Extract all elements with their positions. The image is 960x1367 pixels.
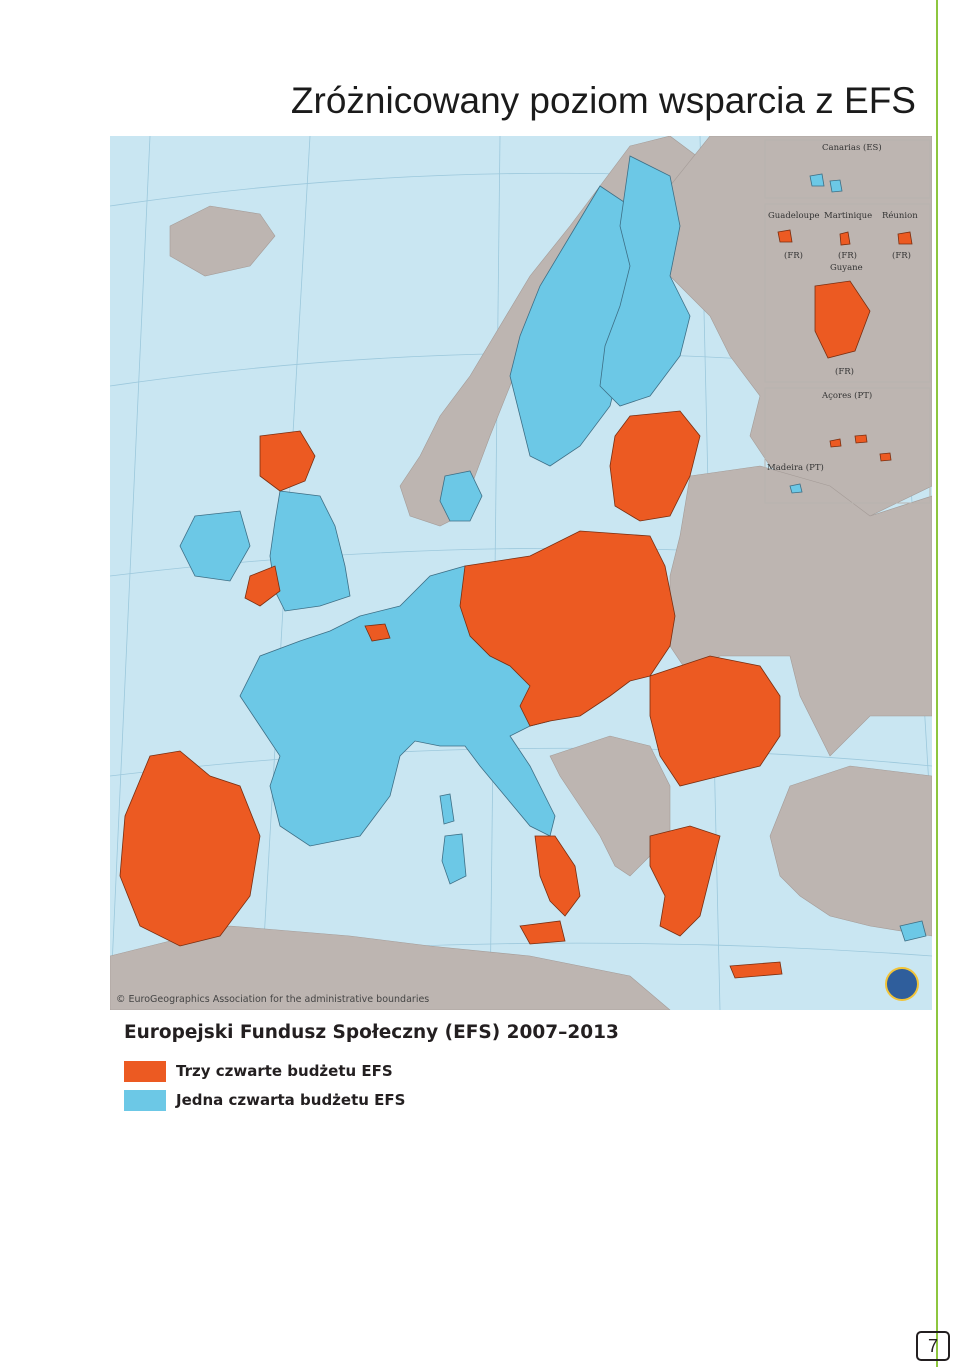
page-title: Zróżnicowany poziom wsparcia z EFS bbox=[290, 80, 916, 121]
inset-label-canarias: Canarias (ES) bbox=[822, 142, 882, 153]
map-credit: © EuroGeographics Association for the ad… bbox=[116, 994, 429, 1005]
inset-label-acores: Açores (PT) bbox=[821, 390, 872, 401]
acores bbox=[829, 434, 892, 462]
inset-label-fr-reunion: (FR) bbox=[892, 250, 911, 261]
finland bbox=[599, 155, 691, 407]
inset-label-martinique: Martinique bbox=[824, 211, 872, 221]
martinique bbox=[839, 231, 851, 246]
page-edge-rule bbox=[936, 0, 938, 1367]
west-wales bbox=[244, 565, 281, 607]
eu-map: Canarias (ES) Guadeloupe Martinique Réun… bbox=[110, 136, 932, 1010]
highlands bbox=[259, 430, 316, 492]
inset-canarias bbox=[764, 139, 931, 199]
cyprus bbox=[899, 920, 927, 942]
baltics bbox=[609, 410, 701, 522]
madeira-blue bbox=[789, 483, 803, 494]
legend-swatch-orange bbox=[124, 1060, 166, 1082]
western-balkans bbox=[549, 735, 671, 877]
legend-swatch-blue bbox=[124, 1089, 166, 1111]
canarias-blue bbox=[809, 173, 843, 193]
inset-label-fr-martinique: (FR) bbox=[838, 250, 857, 261]
england bbox=[269, 490, 351, 612]
inset-label-fr-guyane: (FR) bbox=[835, 366, 854, 377]
eurogeographics-logo bbox=[885, 967, 919, 1001]
inset-label-madeira: Madeira (PT) bbox=[767, 462, 824, 473]
legend-label-three-quarters: Trzy czwarte budżetu EFS bbox=[176, 1062, 393, 1080]
legend-item-three-quarters: Trzy czwarte budżetu EFS bbox=[124, 1060, 393, 1082]
greece bbox=[649, 825, 721, 937]
sicily bbox=[519, 920, 566, 945]
map-svg: Canarias (ES) Guadeloupe Martinique Réun… bbox=[110, 136, 932, 1010]
inset-label-guadeloupe: Guadeloupe bbox=[768, 211, 820, 221]
page-number: 7 bbox=[916, 1331, 950, 1361]
reunion bbox=[897, 231, 913, 245]
iberia bbox=[119, 750, 261, 947]
inset-overseas bbox=[764, 203, 931, 383]
ireland bbox=[179, 510, 251, 582]
non-eu-land bbox=[110, 136, 932, 1010]
central-east bbox=[459, 530, 676, 727]
iceland bbox=[169, 205, 276, 277]
inset-label-guyane: Guyane bbox=[830, 263, 863, 273]
inset-label-reunion: Réunion bbox=[882, 210, 918, 221]
inset-acores-madeira bbox=[764, 387, 931, 504]
legend-label-one-quarter: Jedna czwarta budżetu EFS bbox=[176, 1091, 406, 1109]
eu-three-quarters bbox=[119, 229, 913, 979]
guyane bbox=[814, 280, 871, 359]
turkey bbox=[769, 765, 932, 937]
inset-label-fr-guadeloupe: (FR) bbox=[784, 250, 803, 261]
eu-one-quarter bbox=[179, 155, 927, 942]
denmark bbox=[439, 470, 483, 522]
legend-item-one-quarter: Jedna czwarta budżetu EFS bbox=[124, 1089, 405, 1111]
sardinia bbox=[441, 833, 467, 885]
hainaut bbox=[364, 623, 391, 642]
corsica bbox=[439, 793, 455, 825]
legend-heading: Europejski Fundusz Społeczny (EFS) 2007–… bbox=[124, 1022, 619, 1043]
guadeloupe bbox=[777, 229, 793, 243]
southern-italy bbox=[534, 835, 581, 917]
inset-panels: Canarias (ES) Guadeloupe Martinique Réun… bbox=[764, 139, 931, 504]
romania-bulgaria bbox=[649, 655, 781, 787]
crete bbox=[729, 961, 783, 979]
north-africa bbox=[110, 925, 671, 1010]
